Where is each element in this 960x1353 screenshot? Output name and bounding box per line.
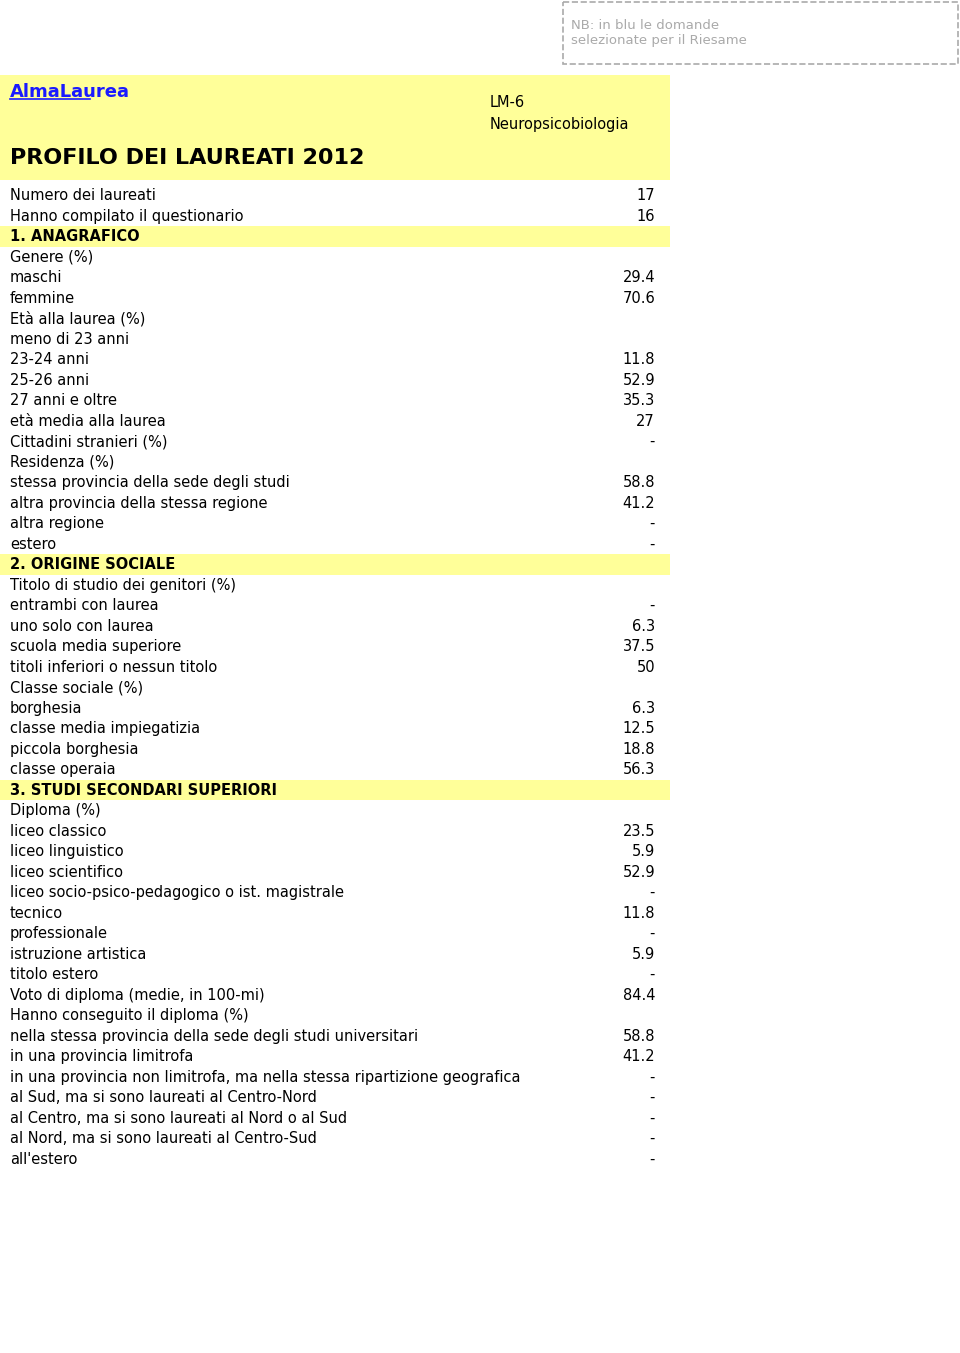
Bar (563, 1, 958, 64)
Text: NB: in blu le domande
selezionate per il Riesame: NB: in blu le domande selezionate per il… (571, 19, 747, 47)
Text: 5.9: 5.9 (632, 947, 655, 962)
Text: al Sud, ma si sono laureati al Centro-Nord: al Sud, ma si sono laureati al Centro-No… (10, 1091, 317, 1105)
Text: 5.9: 5.9 (632, 844, 655, 859)
Text: in una provincia limitrofa: in una provincia limitrofa (10, 1049, 193, 1063)
Text: 6.3: 6.3 (632, 618, 655, 633)
Text: -: - (650, 537, 655, 552)
Text: 37.5: 37.5 (622, 639, 655, 653)
Text: titolo estero: titolo estero (10, 967, 98, 982)
Text: AlmaLaurea: AlmaLaurea (10, 83, 130, 101)
Text: 52.9: 52.9 (622, 865, 655, 879)
Text: 58.8: 58.8 (622, 1028, 655, 1043)
Text: estero: estero (10, 537, 56, 552)
Text: maschi: maschi (10, 271, 62, 285)
Text: 25-26 anni: 25-26 anni (10, 372, 89, 387)
Text: femmine: femmine (10, 291, 75, 306)
Text: entrambi con laurea: entrambi con laurea (10, 598, 158, 613)
Text: 50: 50 (636, 659, 655, 675)
Text: età media alla laurea: età media alla laurea (10, 414, 166, 429)
Text: 35.3: 35.3 (623, 394, 655, 409)
Text: uno solo con laurea: uno solo con laurea (10, 618, 154, 633)
Text: 23.5: 23.5 (622, 824, 655, 839)
Bar (0, 74, 670, 180)
Text: 23-24 anni: 23-24 anni (10, 352, 89, 367)
Text: altra provincia della stessa regione: altra provincia della stessa regione (10, 495, 268, 510)
Text: 3. STUDI SECONDARI SUPERIORI: 3. STUDI SECONDARI SUPERIORI (10, 782, 277, 797)
Text: Età alla laurea (%): Età alla laurea (%) (10, 311, 145, 326)
Text: -: - (650, 1111, 655, 1126)
Text: -: - (650, 925, 655, 942)
Text: -: - (650, 515, 655, 532)
Text: Hanno compilato il questionario: Hanno compilato il questionario (10, 208, 244, 223)
Text: liceo scientifico: liceo scientifico (10, 865, 123, 879)
Text: titoli inferiori o nessun titolo: titoli inferiori o nessun titolo (10, 659, 217, 675)
Text: nella stessa provincia della sede degli studi universitari: nella stessa provincia della sede degli … (10, 1028, 419, 1043)
Text: altra regione: altra regione (10, 515, 104, 532)
Text: liceo socio-psico-pedagogico o ist. magistrale: liceo socio-psico-pedagogico o ist. magi… (10, 885, 344, 900)
Text: 18.8: 18.8 (622, 741, 655, 756)
Text: -: - (650, 1091, 655, 1105)
Text: meno di 23 anni: meno di 23 anni (10, 331, 130, 346)
Text: 17: 17 (636, 188, 655, 203)
Text: -: - (650, 434, 655, 449)
Bar (0, 779, 670, 800)
Text: 27: 27 (636, 414, 655, 429)
Text: istruzione artistica: istruzione artistica (10, 947, 146, 962)
Text: -: - (650, 598, 655, 613)
Text: in una provincia non limitrofa, ma nella stessa ripartizione geografica: in una provincia non limitrofa, ma nella… (10, 1070, 520, 1085)
Text: Numero dei laureati: Numero dei laureati (10, 188, 156, 203)
Text: -: - (650, 967, 655, 982)
Text: Classe sociale (%): Classe sociale (%) (10, 681, 143, 695)
Text: tecnico: tecnico (10, 905, 63, 920)
Text: Residenza (%): Residenza (%) (10, 455, 114, 469)
Text: 27 anni e oltre: 27 anni e oltre (10, 394, 117, 409)
Text: 16: 16 (636, 208, 655, 223)
Text: 11.8: 11.8 (622, 905, 655, 920)
Text: scuola media superiore: scuola media superiore (10, 639, 181, 653)
Text: -: - (650, 1131, 655, 1146)
Text: 84.4: 84.4 (622, 988, 655, 1003)
Text: borghesia: borghesia (10, 701, 83, 716)
Text: -: - (650, 1151, 655, 1166)
Text: 1. ANAGRAFICO: 1. ANAGRAFICO (10, 229, 139, 244)
Bar (0, 553, 670, 575)
Text: piccola borghesia: piccola borghesia (10, 741, 138, 756)
Text: al Centro, ma si sono laureati al Nord o al Sud: al Centro, ma si sono laureati al Nord o… (10, 1111, 348, 1126)
Text: 58.8: 58.8 (622, 475, 655, 490)
Text: PROFILO DEI LAUREATI 2012: PROFILO DEI LAUREATI 2012 (10, 147, 365, 168)
Text: all'estero: all'estero (10, 1151, 78, 1166)
Text: professionale: professionale (10, 925, 108, 942)
Text: classe media impiegatizia: classe media impiegatizia (10, 721, 200, 736)
Text: 41.2: 41.2 (622, 495, 655, 510)
Text: 2. ORIGINE SOCIALE: 2. ORIGINE SOCIALE (10, 557, 176, 572)
Text: Hanno conseguito il diploma (%): Hanno conseguito il diploma (%) (10, 1008, 249, 1023)
Text: 56.3: 56.3 (623, 762, 655, 777)
Text: -: - (650, 1070, 655, 1085)
Text: 70.6: 70.6 (622, 291, 655, 306)
Text: liceo classico: liceo classico (10, 824, 107, 839)
Text: -: - (650, 885, 655, 900)
Text: 6.3: 6.3 (632, 701, 655, 716)
Text: LM-6
Neuropsicobiologia: LM-6 Neuropsicobiologia (490, 95, 630, 133)
Text: 52.9: 52.9 (622, 372, 655, 387)
Text: liceo linguistico: liceo linguistico (10, 844, 124, 859)
Text: Genere (%): Genere (%) (10, 249, 93, 265)
Text: stessa provincia della sede degli studi: stessa provincia della sede degli studi (10, 475, 290, 490)
Bar (0, 226, 670, 246)
Text: Cittadini stranieri (%): Cittadini stranieri (%) (10, 434, 167, 449)
Text: 12.5: 12.5 (622, 721, 655, 736)
Text: classe operaia: classe operaia (10, 762, 115, 777)
Text: 29.4: 29.4 (622, 271, 655, 285)
Text: al Nord, ma si sono laureati al Centro-Sud: al Nord, ma si sono laureati al Centro-S… (10, 1131, 317, 1146)
Text: 41.2: 41.2 (622, 1049, 655, 1063)
Text: Titolo di studio dei genitori (%): Titolo di studio dei genitori (%) (10, 578, 236, 593)
Text: Voto di diploma (medie, in 100-mi): Voto di diploma (medie, in 100-mi) (10, 988, 265, 1003)
Text: Diploma (%): Diploma (%) (10, 804, 101, 819)
Text: 11.8: 11.8 (622, 352, 655, 367)
